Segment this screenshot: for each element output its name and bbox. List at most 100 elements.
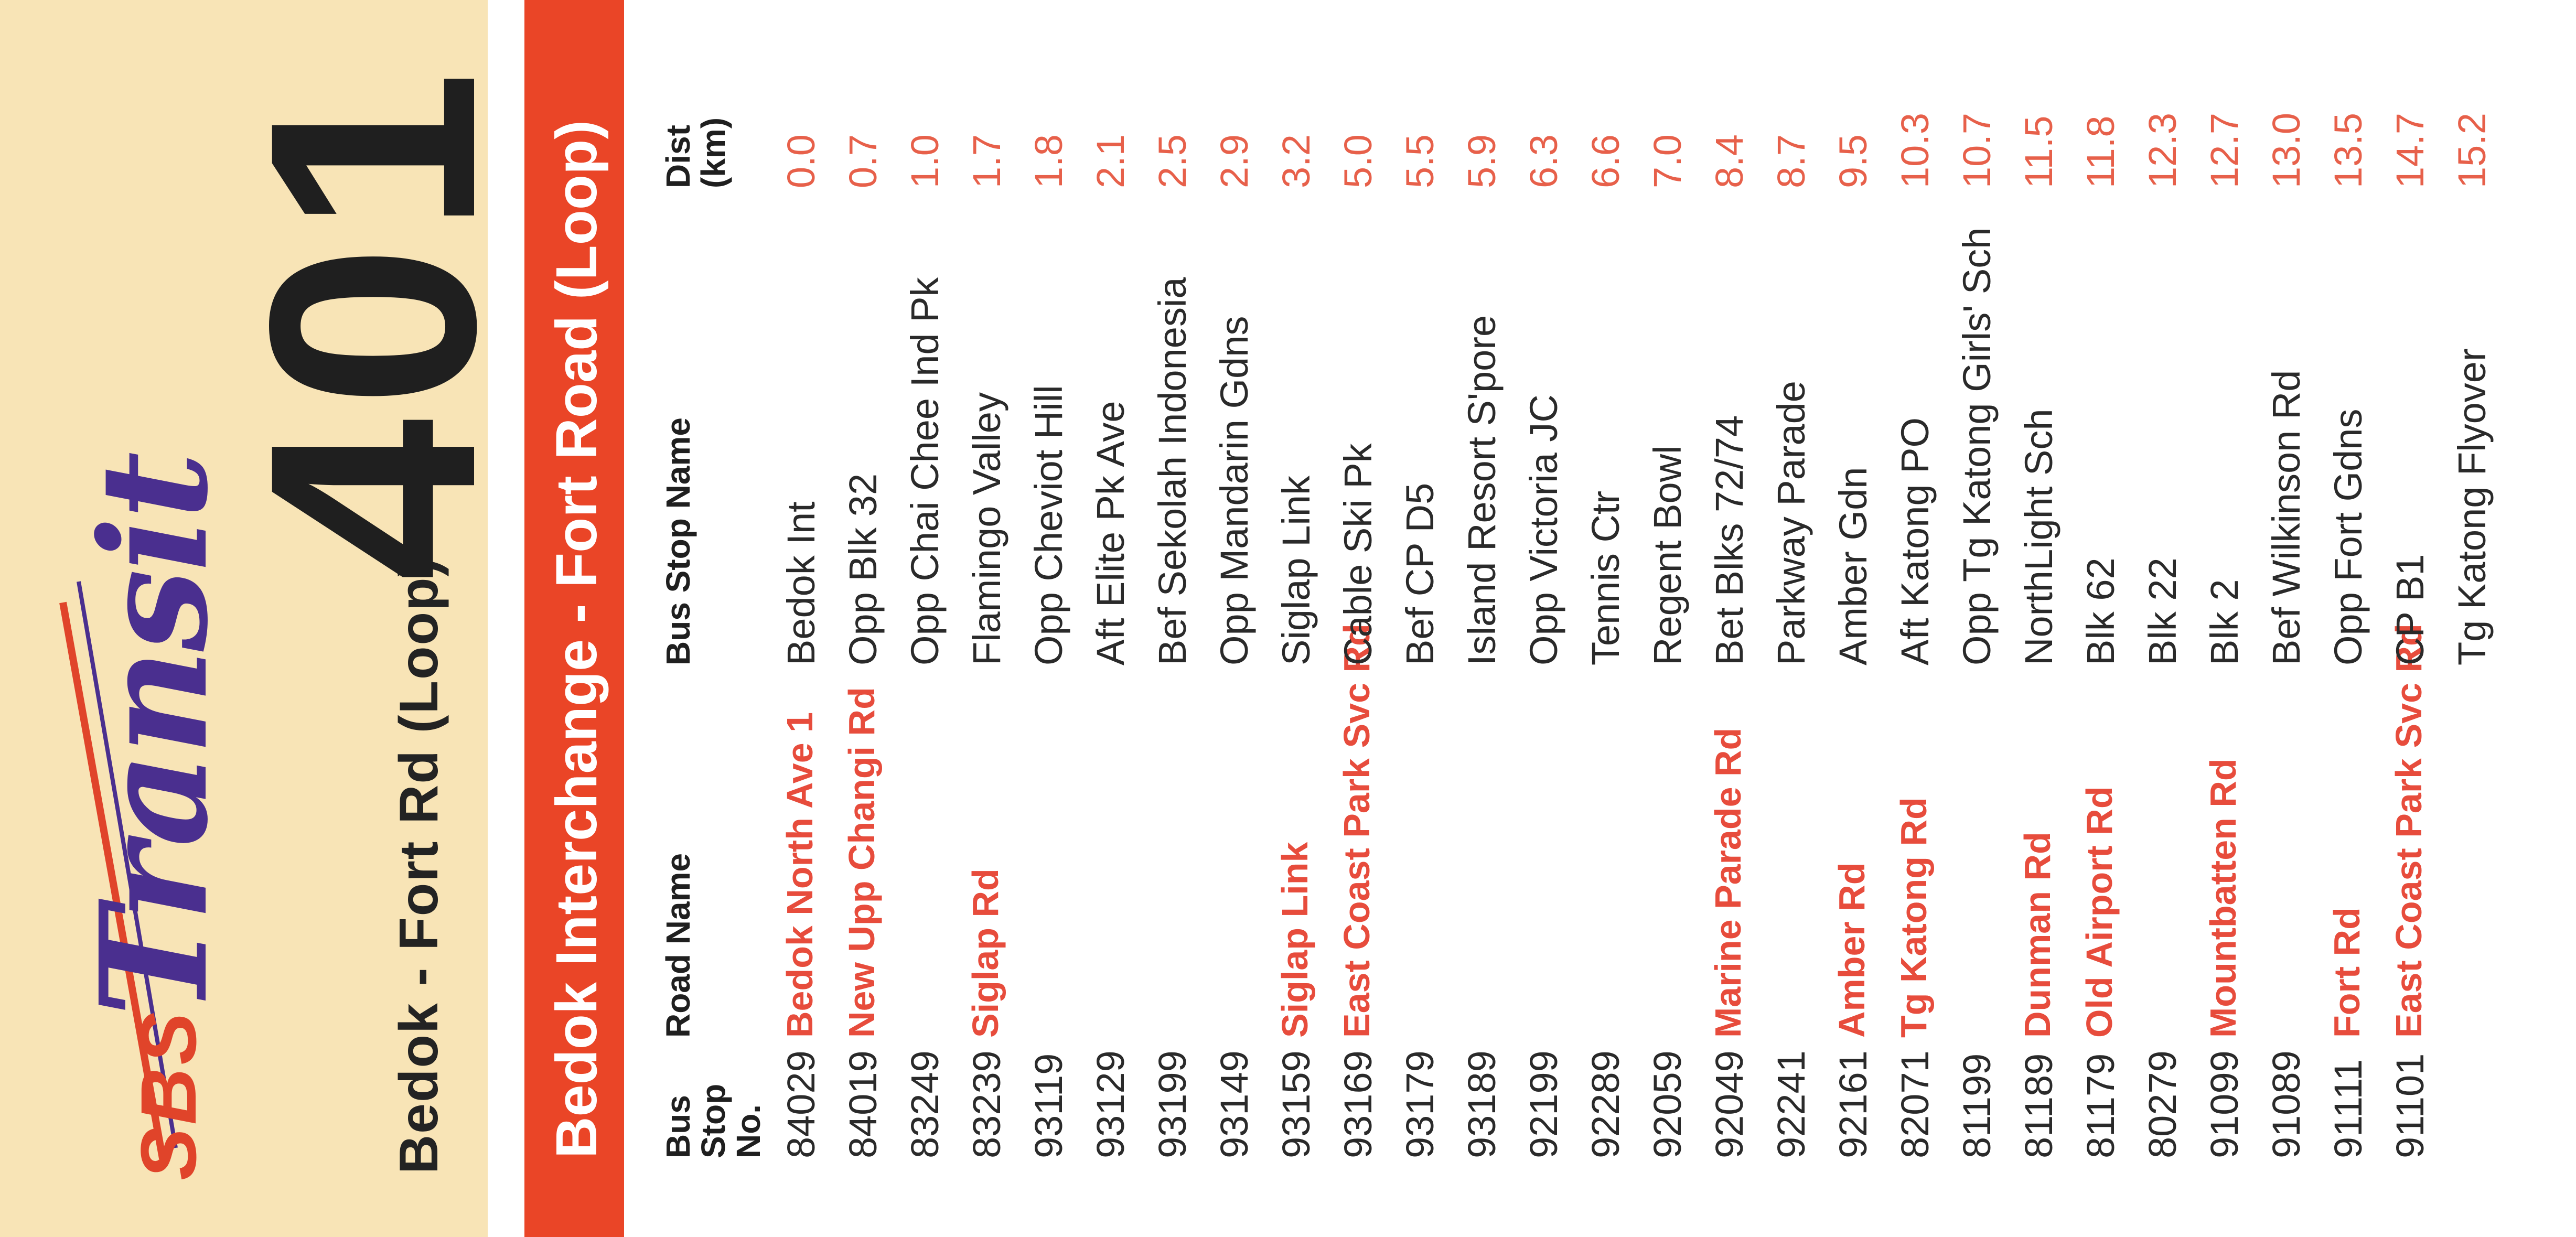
stops-table: Bus Stop No. Road Name Bus Stop Name Dis… — [635, 0, 2575, 1237]
distance-km: 14.7 — [2388, 112, 2432, 188]
stop-name: Regent Bowl — [1646, 445, 1689, 665]
stop-number: 82071 — [1893, 1050, 1937, 1158]
stop-name: Opp Mandarin Gdns — [1212, 316, 1256, 665]
stop-number: 93199 — [1151, 1050, 1194, 1158]
table-row: 92199 Opp Victoria JC 6.3 — [1511, 0, 1573, 1237]
table-row: 93189 Island Resort S'pore 5.9 — [1449, 0, 1511, 1237]
table-row: 84019 New Upp Changi Rd Opp Blk 32 0.7 — [830, 0, 892, 1237]
stop-number: 93179 — [1398, 1050, 1442, 1158]
road-name: Bedok North Ave 1 — [779, 712, 820, 1038]
distance-km: 7.0 — [1646, 134, 1689, 188]
table-row: 83239 Siglap Rd Flamingo Valley 1.7 — [954, 0, 1016, 1237]
stop-number: 92289 — [1584, 1050, 1627, 1158]
stop-name: Cable Ski Pk — [1336, 443, 1380, 665]
stop-name: Bef Wilkinson Rd — [2264, 370, 2308, 665]
stop-number: 91089 — [2264, 1050, 2308, 1158]
distance-km: 1.7 — [965, 134, 1008, 188]
distance-km: 5.9 — [1460, 134, 1504, 188]
road-name: Old Airport Rd — [2079, 786, 2120, 1038]
stop-name: Blk 22 — [2141, 557, 2184, 665]
stop-name: Opp Chai Chee Ind Pk — [903, 277, 947, 665]
table-header: Bus Stop No. Road Name Bus Stop Name Dis… — [659, 0, 776, 1237]
distance-km: 0.7 — [841, 134, 885, 188]
table-row: 80279 Blk 22 12.3 — [2130, 0, 2192, 1237]
stop-number: 91099 — [2203, 1050, 2246, 1158]
stop-number: 81179 — [2079, 1053, 2122, 1158]
stop-name: Opp Cheviot Hill — [1027, 385, 1070, 665]
banner-title: Bedok Interchange - Fort Road (Loop) — [544, 120, 609, 1158]
distance-km: 1.0 — [903, 134, 947, 188]
stop-name: Amber Gdn — [1831, 467, 1875, 665]
stop-name: Flamingo Valley — [965, 392, 1008, 665]
distance-km: 2.1 — [1089, 134, 1132, 188]
distance-km: 10.7 — [1955, 112, 1999, 188]
table-row: 92241 Parkway Parade 8.7 — [1758, 0, 1820, 1237]
distance-km: 12.3 — [2141, 112, 2184, 188]
stop-number: 92241 — [1769, 1050, 1813, 1158]
road-name: Amber Rd — [1831, 862, 1872, 1038]
distance-km: 8.4 — [1708, 134, 1751, 188]
logo-sbs-text: SBS — [124, 1009, 212, 1180]
table-row: 81199 Opp Tg Katong Girls' Sch 10.7 — [1944, 0, 2006, 1237]
stop-number: 80279 — [2141, 1050, 2184, 1158]
stop-number: 93159 — [1274, 1050, 1318, 1158]
stop-name: NorthLight Sch — [2017, 408, 2060, 666]
road-name: Marine Parade Rd — [1708, 727, 1748, 1038]
table-row: 92161 Amber Rd Amber Gdn 9.5 — [1820, 0, 1882, 1237]
road-name: Mountbatten Rd — [2203, 758, 2244, 1038]
stop-name: Tg Katong Flyover — [2450, 348, 2494, 665]
route-banner: Bedok Interchange - Fort Road (Loop) — [524, 0, 624, 1237]
stop-name: Opp Fort Gdns — [2326, 408, 2370, 665]
distance-km: 6.3 — [1522, 134, 1565, 188]
distance-km: 0.0 — [779, 134, 823, 188]
stop-name: Opp Victoria JC — [1522, 394, 1565, 665]
table-row: 92289 Tennis Ctr 6.6 — [1573, 0, 1635, 1237]
route-name: Bedok - Fort Rd (Loop) — [389, 557, 449, 1174]
stop-name: Opp Blk 32 — [841, 473, 885, 665]
road-name: Siglap Link — [1274, 842, 1315, 1038]
table-row: 93119 Opp Cheviot Hill 1.8 — [1016, 0, 1078, 1237]
stop-number: 81199 — [1955, 1053, 1999, 1158]
swoosh-icon — [59, 581, 178, 1159]
stop-name: Opp Tg Katong Girls' Sch — [1955, 227, 1999, 665]
header-dist: Dist (km) — [659, 117, 733, 188]
header-road-name: Road Name — [659, 853, 697, 1038]
stop-name: Island Resort S'pore — [1460, 315, 1504, 665]
stop-number: 93169 — [1336, 1050, 1380, 1158]
distance-km: 9.5 — [1831, 134, 1875, 188]
road-name: East Coast Park Svc Rd — [2388, 623, 2429, 1038]
stop-number: 93129 — [1089, 1050, 1132, 1158]
table-row: 93179 Bef CP D5 5.5 — [1387, 0, 1449, 1237]
stop-name: CP B1 — [2388, 554, 2432, 665]
road-name: Dunman Rd — [2017, 832, 2058, 1038]
stop-number: 93119 — [1027, 1053, 1070, 1158]
road-name: New Upp Changi Rd — [841, 687, 882, 1038]
table-row: 91111 Fort Rd Opp Fort Gdns 13.5 — [2315, 0, 2377, 1237]
road-name: Tg Katong Rd — [1893, 797, 1934, 1038]
distance-km: 3.2 — [1274, 134, 1318, 188]
table-row: 93169 East Coast Park Svc Rd Cable Ski Pk 5… — [1325, 0, 1387, 1237]
distance-km: 6.6 — [1584, 134, 1627, 188]
distance-km: 15.2 — [2450, 112, 2494, 188]
stop-number: 81189 — [2017, 1053, 2060, 1158]
stop-number: 92049 — [1708, 1050, 1751, 1158]
table-row: 93159 Siglap Link Siglap Link 3.2 — [1263, 0, 1325, 1237]
road-name: East Coast Park Svc Rd — [1336, 623, 1377, 1038]
stop-name: Siglap Link — [1274, 475, 1318, 665]
stop-name: Aft Elite Pk Ave — [1089, 401, 1132, 665]
distance-km: 2.5 — [1151, 134, 1194, 188]
distance-km: 11.8 — [2079, 115, 2122, 188]
header-stop-name: Bus Stop Name — [659, 417, 697, 665]
distance-km: 2.9 — [1212, 134, 1256, 188]
table-row: 93129 Aft Elite Pk Ave 2.1 — [1078, 0, 1140, 1237]
stop-number: 93149 — [1212, 1050, 1256, 1158]
road-name: Fort Rd — [2326, 907, 2367, 1038]
stop-number: 83239 — [965, 1050, 1008, 1158]
stop-name: Blk 2 — [2203, 579, 2246, 665]
distance-km: 1.8 — [1027, 134, 1070, 188]
stop-number: 84029 — [779, 1050, 823, 1158]
route-number: 401 — [208, 60, 536, 582]
distance-km: 8.7 — [1769, 134, 1813, 188]
stop-number: 83249 — [903, 1050, 947, 1158]
distance-km: 13.0 — [2264, 112, 2308, 188]
